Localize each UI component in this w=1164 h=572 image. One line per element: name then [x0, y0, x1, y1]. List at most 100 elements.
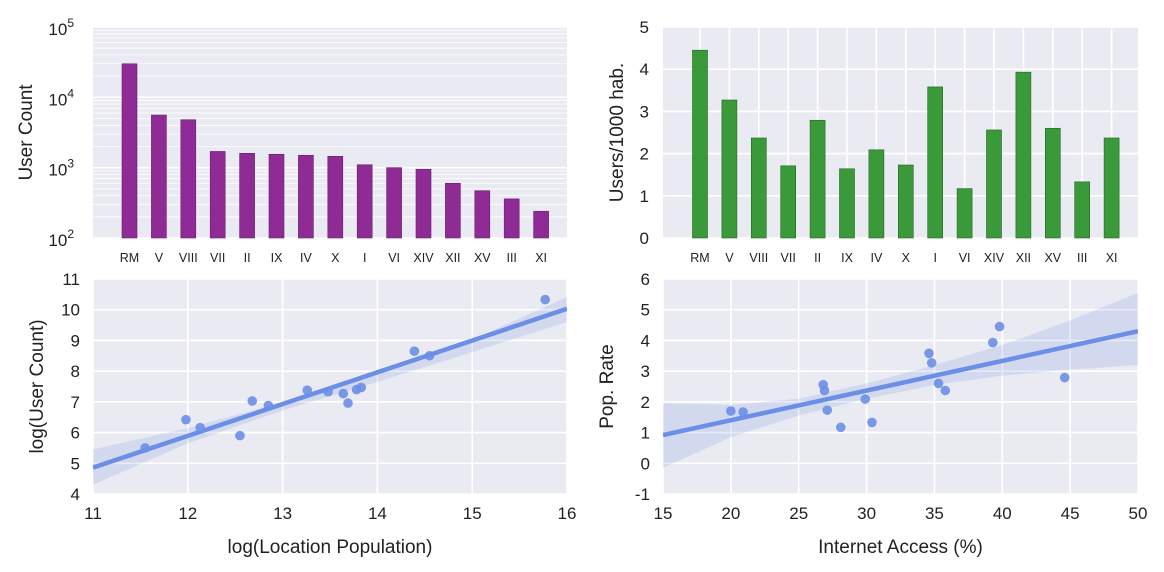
x-tick-label: XI — [1106, 251, 1118, 265]
plot-area — [663, 279, 1138, 494]
x-axis-label: log(Location Population) — [228, 537, 433, 558]
y-tick-label: 103 — [48, 157, 74, 180]
x-tick-label: VI — [959, 251, 971, 265]
y-tick-label: 9 — [71, 331, 80, 350]
bar — [209, 151, 226, 239]
data-point — [835, 422, 846, 433]
data-point — [924, 348, 934, 359]
data-point — [822, 405, 833, 415]
y-tick-label: 6 — [71, 424, 80, 443]
data-point — [247, 396, 258, 406]
data-point — [867, 417, 877, 428]
x-tick-label: VIII — [179, 251, 198, 265]
bar — [298, 154, 314, 239]
bar — [445, 182, 461, 239]
x-tick-label: 50 — [1129, 504, 1148, 523]
y-axis-label: log(User Count) — [27, 319, 48, 453]
bar — [121, 63, 138, 239]
data-point — [356, 382, 367, 393]
data-point — [181, 414, 191, 425]
bar — [721, 99, 738, 239]
y-tick-label: 3 — [641, 362, 650, 381]
x-tick-label: II — [814, 251, 821, 265]
x-tick-label: 20 — [721, 504, 740, 523]
x-tick-label: I — [933, 251, 936, 265]
data-point — [235, 430, 245, 441]
data-point — [263, 400, 274, 411]
bar — [239, 153, 255, 239]
y-tick-label: 2 — [641, 393, 650, 412]
x-tick-label: III — [1077, 251, 1087, 265]
y-tick-label: 10 — [61, 301, 80, 320]
y-tick-label: -1 — [635, 485, 650, 504]
y-tick-label: 2 — [640, 145, 649, 164]
x-tick-label: IV — [870, 251, 882, 265]
y-tick-label: 6 — [641, 270, 650, 289]
bar — [750, 137, 767, 239]
y-tick-label: 1 — [640, 187, 649, 206]
y-tick-label: 0 — [640, 229, 649, 248]
data-point — [1059, 372, 1070, 383]
data-point — [424, 350, 435, 361]
data-point — [940, 385, 951, 396]
bar — [151, 114, 167, 239]
data-point — [738, 407, 748, 417]
x-tick-label: X — [902, 251, 911, 265]
y-axis-label: User Count — [16, 84, 37, 181]
x-tick-label: II — [244, 251, 251, 265]
bar — [692, 49, 708, 239]
x-tick-label: XIV — [413, 251, 434, 265]
x-tick-label: 40 — [993, 504, 1012, 523]
bar — [474, 190, 491, 239]
y-tick-label: 11 — [62, 270, 80, 289]
x-tick-label: XII — [1016, 251, 1031, 265]
bar — [868, 149, 885, 239]
bar — [386, 167, 402, 239]
bar — [1103, 137, 1120, 239]
x-tick-label: 25 — [789, 504, 808, 523]
x-tick-label: IV — [300, 251, 312, 265]
y-tick-label: 1 — [641, 424, 650, 443]
y-tick-label: 4 — [71, 485, 80, 504]
bar — [927, 86, 944, 239]
x-tick-label: VI — [388, 251, 400, 265]
x-tick-label: XI — [535, 251, 547, 265]
y-tick-label: 4 — [641, 331, 650, 350]
x-tick-label: 16 — [558, 504, 577, 523]
y-tick-label: 4 — [640, 60, 649, 79]
bar — [986, 129, 1002, 239]
y-tick-label: 7 — [71, 393, 80, 412]
y-tick-label: 5 — [640, 18, 649, 37]
x-tick-label: 11 — [84, 504, 102, 523]
x-tick-label: 45 — [1061, 504, 1080, 523]
y-axis-label: Users/1000 hab. — [607, 63, 628, 202]
data-point — [409, 346, 420, 356]
y-tick-label: 8 — [71, 362, 80, 381]
y-tick-label: 105 — [48, 16, 74, 39]
bar — [503, 198, 520, 239]
y-tick-label: 5 — [71, 454, 80, 473]
x-tick-label: XII — [445, 251, 460, 265]
data-point — [302, 385, 313, 395]
bar — [1045, 127, 1061, 239]
data-point — [140, 443, 150, 453]
x-tick-label: VII — [781, 251, 796, 265]
x-tick-label: XV — [1044, 251, 1061, 265]
data-point — [343, 398, 353, 408]
y-tick-label: 5 — [641, 301, 650, 320]
bar — [180, 119, 197, 239]
bar — [956, 188, 973, 239]
data-point — [323, 386, 333, 397]
x-tick-label: XIV — [984, 251, 1005, 265]
x-tick-label: III — [506, 251, 516, 265]
x-axis-label: Internet Access (%) — [818, 537, 983, 558]
x-tick-label: 14 — [368, 504, 387, 523]
data-point — [195, 422, 205, 433]
y-axis-label: Pop. Rate — [597, 344, 618, 429]
data-point — [540, 294, 550, 305]
x-tick-label: XV — [474, 251, 491, 265]
data-point — [994, 321, 1005, 332]
bar — [1015, 71, 1032, 239]
